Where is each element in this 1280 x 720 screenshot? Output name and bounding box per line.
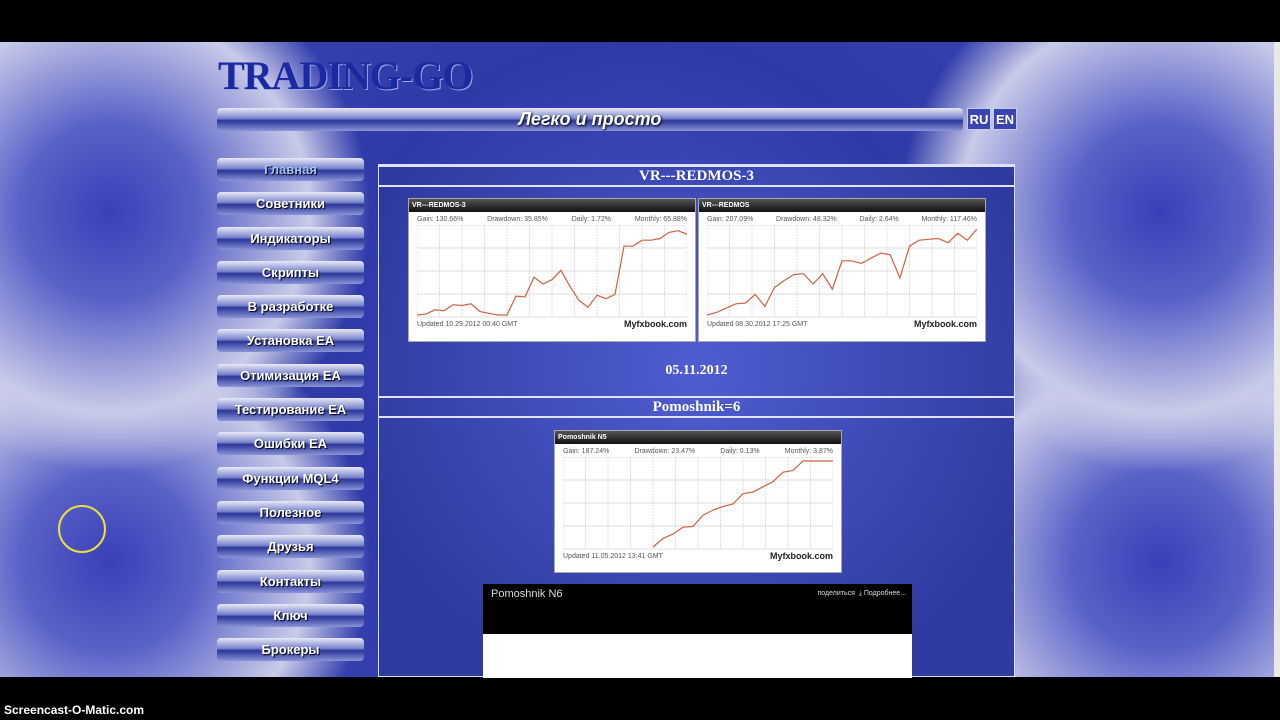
gain: Gain: 207.09%	[707, 216, 754, 223]
menu-item[interactable]: Ошибки EA	[217, 432, 364, 456]
updated: Updated 11.05.2012 13:41 GMT	[563, 552, 663, 560]
widget-title: VR---REDMOS-3	[409, 199, 695, 212]
watermark: Screencast-O-Matic.com	[4, 703, 145, 717]
menu-item[interactable]: Ключ	[217, 603, 364, 627]
brand: Myfxbook.com	[623, 319, 687, 329]
equity-chart	[417, 225, 687, 318]
equity-chart	[707, 225, 977, 318]
menu-item[interactable]: Индикаторы	[217, 226, 364, 250]
equity-line	[652, 460, 833, 548]
daily: Daily: 0.13%	[720, 448, 760, 455]
menu-item[interactable]: В разработке	[217, 295, 364, 319]
widget-title: Pomoshnik N5	[555, 431, 841, 444]
brand: Myfxbook.com	[913, 319, 977, 329]
menu-item[interactable]: Советники	[217, 192, 364, 216]
bottom-letterbox	[0, 677, 1280, 720]
menu-item[interactable]: Полезное	[217, 500, 364, 524]
menu-item[interactable]: Главная	[217, 158, 364, 181]
monthly: Monthly: 3.87%	[784, 448, 833, 455]
trading-chart-preview	[483, 634, 912, 678]
pomoshnik-n6-embed[interactable]: Pomoshnik N6 поделиться ⤓ Подробнее...	[483, 584, 912, 678]
site-logo[interactable]: TRADING-GO	[218, 53, 473, 98]
myfxbook-widget[interactable]: VR---REDMOS-3 Gain: 130.66% Drawdown: 35.…	[408, 198, 696, 342]
menu-item[interactable]: Тестирование EA	[217, 398, 364, 422]
section-title: VR---REDMOS-3	[379, 165, 1014, 187]
menu-item[interactable]: Контакты	[217, 569, 364, 593]
equity-line	[417, 230, 687, 316]
menu-item[interactable]: Установка EA	[217, 329, 364, 353]
updated: Updated 10.29.2012 00:40 GMT	[417, 320, 518, 328]
menu-item[interactable]: Функции MQL4	[217, 466, 364, 490]
mouse-cursor-highlight	[58, 505, 106, 553]
monthly: Monthly: 65.88%	[634, 216, 687, 223]
drawdown: Drawdown: 23.47%	[634, 448, 696, 455]
section-title: Pomoshnik=6	[379, 396, 1014, 418]
lang-ru[interactable]: RU	[967, 108, 991, 130]
daily: Daily: 1.72%	[571, 216, 611, 223]
myfxbook-widget[interactable]: Pomoshnik N5 Gain: 187.24% Drawdown: 23.4…	[554, 430, 842, 573]
widget-title: VR---REDMOS	[699, 199, 985, 212]
embed-title: Pomoshnik N6	[491, 588, 563, 600]
main-menu: Главная Советники Индикаторы Скрипты В разра…	[217, 158, 364, 672]
share-link[interactable]: поделиться	[817, 590, 855, 597]
menu-item[interactable]: Отимизация EA	[217, 363, 364, 387]
updated: Updated 08.30.2012 17:25 GMT	[707, 320, 808, 328]
drawdown: Drawdown: 35.85%	[487, 216, 548, 223]
more-link[interactable]: Подробнее...	[863, 590, 906, 597]
content-panel: VR---REDMOS-3 VR---REDMOS-3 Gain: 130.66…	[378, 164, 1015, 678]
daily: Daily: 2.64%	[859, 216, 899, 223]
menu-item[interactable]: Друзья	[217, 535, 364, 559]
post-date: 05.11.2012	[665, 363, 728, 378]
download-icon[interactable]: ⤓	[858, 590, 862, 597]
equity-chart	[563, 457, 833, 550]
menu-item[interactable]: Брокеры	[217, 638, 364, 662]
drawdown: Drawdown: 48.32%	[776, 216, 837, 223]
brand: Myfxbook.com	[769, 551, 833, 561]
menu-item[interactable]: Скрипты	[217, 260, 364, 284]
equity-line	[707, 228, 977, 316]
gain: Gain: 187.24%	[563, 448, 610, 455]
gain: Gain: 130.66%	[417, 216, 464, 223]
slogan-bar: Легко и просто	[217, 108, 963, 131]
myfxbook-widget[interactable]: VR---REDMOS Gain: 207.09% Drawdown: 48.32…	[698, 198, 986, 342]
scrollbar[interactable]	[1274, 42, 1280, 677]
monthly: Monthly: 117.46%	[921, 216, 977, 223]
lang-en[interactable]: EN	[993, 108, 1017, 130]
top-letterbox	[0, 0, 1280, 42]
